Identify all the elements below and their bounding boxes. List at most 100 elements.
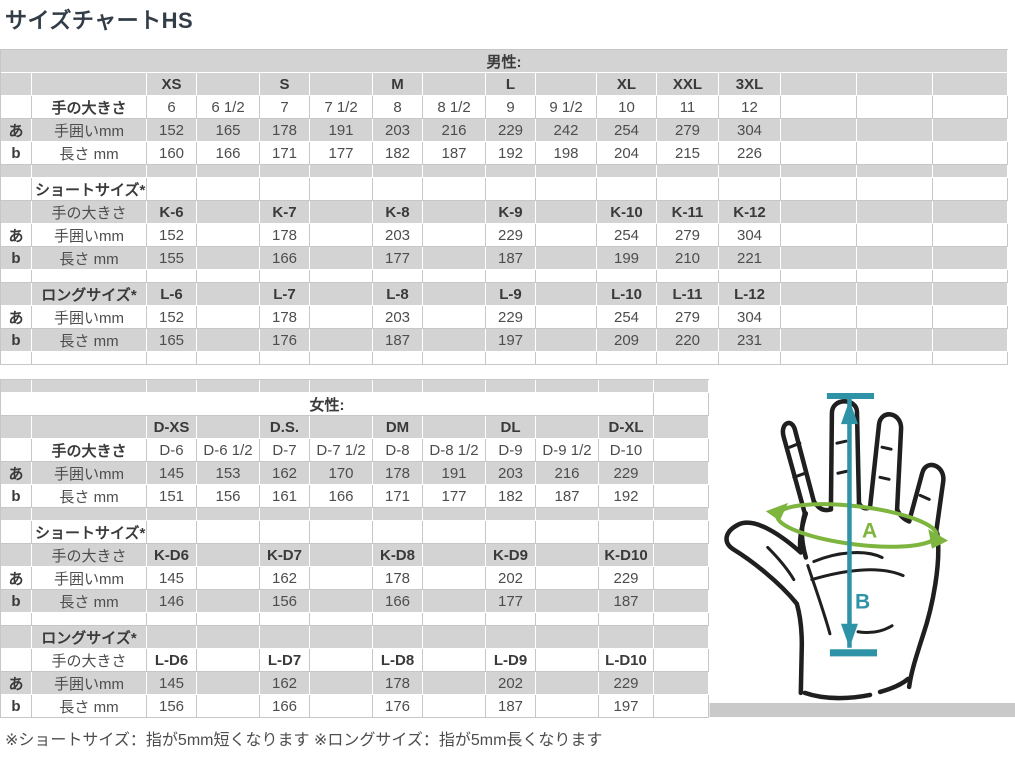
row-marker: あ bbox=[1, 306, 32, 329]
empty-cell bbox=[654, 508, 709, 521]
empty-cell bbox=[654, 672, 709, 695]
empty-cell bbox=[857, 73, 933, 96]
empty-cell bbox=[423, 380, 486, 393]
value-cell: 191 bbox=[423, 462, 486, 485]
empty-cell bbox=[781, 283, 857, 306]
empty-cell bbox=[423, 508, 486, 521]
girth-arrowhead-right bbox=[928, 529, 949, 549]
length-arrowhead-top bbox=[840, 400, 858, 425]
table-row: あ手囲いmm 145 162 178 202 229 bbox=[1, 567, 709, 590]
empty-cell bbox=[147, 380, 197, 393]
empty-cell bbox=[599, 613, 654, 626]
empty-cell bbox=[423, 544, 486, 567]
size-header: K-D6 bbox=[147, 544, 197, 567]
empty-cell bbox=[857, 165, 933, 178]
empty-cell bbox=[486, 165, 536, 178]
empty-cell bbox=[310, 178, 373, 201]
empty-cell bbox=[486, 508, 536, 521]
empty-cell bbox=[933, 119, 1008, 142]
empty-cell bbox=[536, 247, 597, 270]
empty-cell bbox=[781, 306, 857, 329]
size-header: L-D6 bbox=[147, 649, 197, 672]
empty-cell bbox=[260, 270, 310, 283]
size-header: K-D9 bbox=[486, 544, 536, 567]
table-row bbox=[1, 352, 1008, 365]
value-cell: 177 bbox=[373, 247, 423, 270]
empty-cell bbox=[933, 306, 1008, 329]
size-header: K-10 bbox=[597, 201, 657, 224]
empty-cell bbox=[486, 626, 536, 649]
empty-cell bbox=[423, 283, 486, 306]
empty-cell bbox=[536, 380, 599, 393]
empty-cell bbox=[260, 521, 310, 544]
empty-cell bbox=[423, 270, 486, 283]
empty-cell bbox=[719, 165, 781, 178]
empty-cell bbox=[423, 201, 486, 224]
section-label: ショートサイズ* bbox=[32, 521, 147, 544]
empty-cell bbox=[197, 329, 260, 352]
value-cell: 187 bbox=[486, 247, 536, 270]
empty-cell bbox=[1, 416, 32, 439]
men-size-table: 男性: XS S M L XL XXL 3XL 手の大きさ 6 6 1/2 7 7 1/2 8 8 1/2 9… bbox=[0, 49, 1008, 365]
empty-cell bbox=[933, 247, 1008, 270]
empty-cell bbox=[147, 521, 197, 544]
value-cell: 178 bbox=[373, 672, 423, 695]
value-cell: 146 bbox=[147, 590, 197, 613]
empty-cell bbox=[147, 178, 197, 201]
empty-cell bbox=[423, 178, 486, 201]
table-row: あ手囲いmm 145 162 178 202 229 bbox=[1, 672, 709, 695]
section-label: ロングサイズ* bbox=[32, 626, 147, 649]
value-cell: 177 bbox=[486, 590, 536, 613]
empty-cell bbox=[197, 201, 260, 224]
empty-cell bbox=[597, 270, 657, 283]
row-label: 長さ mm bbox=[32, 329, 147, 352]
size-header: S bbox=[260, 73, 310, 96]
value-cell: D-10 bbox=[599, 439, 654, 462]
empty-cell bbox=[781, 142, 857, 165]
empty-cell bbox=[32, 416, 147, 439]
row-label: 長さ mm bbox=[32, 247, 147, 270]
empty-cell bbox=[781, 224, 857, 247]
empty-cell bbox=[260, 380, 310, 393]
empty-cell bbox=[373, 613, 423, 626]
empty-cell bbox=[536, 201, 597, 224]
empty-cell bbox=[32, 380, 147, 393]
empty-cell bbox=[536, 352, 597, 365]
size-header: L-D7 bbox=[260, 649, 310, 672]
size-header: XS bbox=[147, 73, 197, 96]
empty-cell bbox=[197, 695, 260, 718]
value-cell: 279 bbox=[657, 224, 719, 247]
table-row: 男性: bbox=[1, 50, 1008, 73]
value-cell: 187 bbox=[373, 329, 423, 352]
table-row: あ手囲いmm 152 178 203 229 254 279 304 bbox=[1, 224, 1008, 247]
table-row: b 長さ mm 165 176 187 197 209 220 231 bbox=[1, 329, 1008, 352]
row-marker: あ bbox=[1, 672, 32, 695]
empty-cell bbox=[857, 142, 933, 165]
empty-cell bbox=[1, 439, 32, 462]
row-marker: あ bbox=[1, 224, 32, 247]
empty-cell bbox=[1, 613, 32, 626]
empty-cell bbox=[933, 329, 1008, 352]
table-row bbox=[1, 165, 1008, 178]
size-header: K-D7 bbox=[260, 544, 310, 567]
empty-cell bbox=[310, 544, 373, 567]
empty-cell bbox=[197, 283, 260, 306]
empty-cell bbox=[486, 178, 536, 201]
value-cell: 178 bbox=[260, 306, 310, 329]
empty-cell bbox=[197, 544, 260, 567]
value-cell: D-8 1/2 bbox=[423, 439, 486, 462]
diagram-label-b: B bbox=[855, 591, 870, 614]
empty-cell bbox=[310, 590, 373, 613]
value-cell: 166 bbox=[260, 695, 310, 718]
table-row: あ手囲いmm 145 153 162 170 178 191 203 216 229 bbox=[1, 462, 709, 485]
row-label: 手の大きさ bbox=[32, 201, 147, 224]
value-cell: 7 bbox=[260, 96, 310, 119]
value-cell: 192 bbox=[486, 142, 536, 165]
value-cell: 166 bbox=[197, 142, 260, 165]
empty-cell bbox=[310, 613, 373, 626]
empty-cell bbox=[933, 270, 1008, 283]
empty-cell bbox=[657, 352, 719, 365]
empty-cell bbox=[197, 521, 260, 544]
empty-cell bbox=[719, 352, 781, 365]
value-cell: 229 bbox=[599, 672, 654, 695]
